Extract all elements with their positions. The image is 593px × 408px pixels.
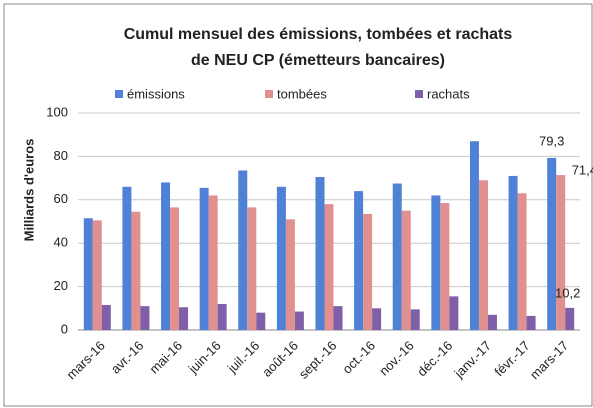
y-tick-label: 80 — [54, 148, 68, 163]
bar — [238, 170, 248, 330]
bar — [517, 193, 527, 330]
bar — [392, 183, 402, 330]
bar — [478, 180, 488, 330]
y-axis-label: Milliards d'euros — [21, 139, 36, 242]
bar — [315, 177, 325, 330]
bar — [431, 195, 441, 330]
bar — [354, 191, 364, 330]
bar — [161, 182, 171, 330]
bar — [256, 312, 266, 330]
legend-swatch — [415, 90, 423, 98]
bar — [276, 186, 286, 330]
bar — [508, 175, 518, 330]
bar — [547, 157, 557, 330]
legend-label: tombées — [277, 86, 327, 101]
bar — [179, 307, 189, 330]
chart-title: Cumul mensuel des émissions, tombées et … — [124, 26, 513, 43]
chart-border — [3, 3, 593, 407]
bar — [363, 213, 373, 330]
y-tick-label: 60 — [54, 191, 68, 206]
bar — [294, 311, 304, 330]
bar — [83, 218, 93, 330]
bar — [199, 187, 209, 330]
bar — [449, 296, 459, 330]
legend-swatch — [115, 90, 123, 98]
bar — [122, 186, 132, 330]
y-tick-label: 0 — [61, 321, 68, 336]
bar — [247, 207, 257, 330]
y-tick-label: 40 — [54, 235, 68, 250]
value-label: 10,2 — [555, 285, 580, 300]
value-label: 79,3 — [539, 133, 564, 148]
y-tick-label: 20 — [54, 278, 68, 293]
legend-label: émissions — [127, 86, 185, 101]
bar — [208, 195, 218, 330]
bar — [285, 219, 295, 330]
bar — [556, 175, 566, 330]
bar — [401, 210, 411, 330]
bar — [92, 220, 102, 330]
bar — [440, 203, 450, 330]
bar — [101, 305, 111, 330]
bar — [469, 141, 479, 330]
bar — [217, 303, 227, 330]
legend-label: rachats — [427, 86, 470, 101]
value-label: 71,4 — [572, 162, 593, 177]
bar — [324, 204, 334, 330]
bar — [140, 306, 150, 330]
bar — [333, 306, 343, 330]
bar — [410, 309, 420, 330]
y-tick-label: 100 — [46, 104, 68, 119]
bar — [526, 315, 536, 330]
legend-swatch — [265, 90, 273, 98]
bar — [565, 307, 575, 330]
bar — [372, 308, 382, 330]
bar — [131, 211, 141, 330]
bar — [487, 314, 497, 330]
chart-title: de NEU CP (émetteurs bancaires) — [191, 52, 445, 69]
bar — [170, 207, 180, 330]
